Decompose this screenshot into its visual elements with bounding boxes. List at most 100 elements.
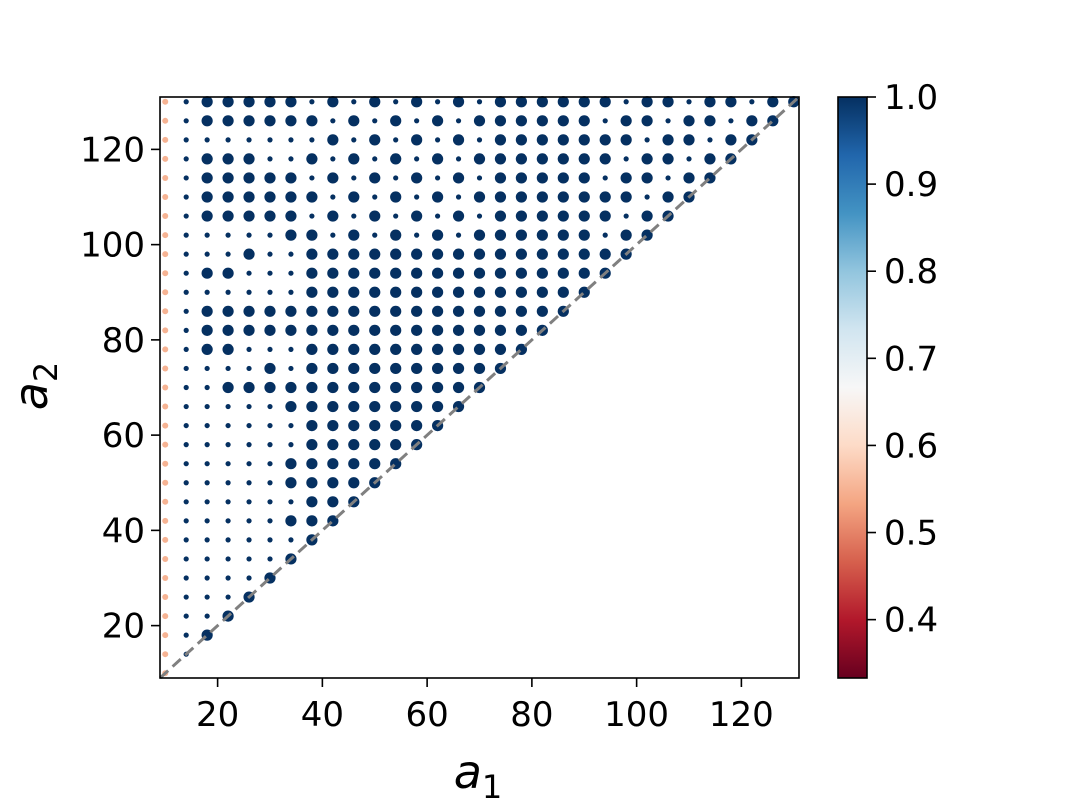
scatter-point	[578, 229, 590, 241]
scatter-point	[183, 422, 189, 429]
scatter-point	[348, 115, 360, 127]
x-tick-label: 120	[709, 695, 774, 735]
scatter-point	[201, 191, 213, 203]
scatter-point	[330, 194, 336, 200]
scatter-point	[204, 251, 210, 257]
scatter-point	[267, 270, 273, 276]
scatter-point	[246, 461, 252, 467]
scatter-point	[746, 115, 758, 127]
colorbar-tick-label: 0.7	[884, 339, 938, 379]
scatter-point	[264, 96, 276, 108]
scatter-point	[204, 384, 210, 391]
scatter-point	[431, 191, 444, 203]
scatter-point	[452, 305, 465, 317]
scatter-point	[494, 96, 507, 108]
scatter-point	[306, 191, 318, 203]
scatter-point	[201, 305, 213, 317]
scatter-point	[431, 115, 444, 127]
scatter-point	[267, 232, 273, 238]
scatter-point	[602, 118, 608, 124]
scatter-point	[183, 537, 189, 543]
x-axis-label: a1	[454, 745, 503, 799]
scatter-point	[434, 137, 441, 143]
scatter-point	[162, 594, 169, 601]
scatter-point	[390, 248, 402, 260]
scatter-point	[327, 267, 339, 279]
scatter-point	[183, 442, 189, 448]
scatter-point	[327, 305, 339, 317]
scatter-point	[285, 400, 297, 413]
scatter-point	[201, 343, 213, 356]
y-tick-label: 80	[102, 321, 145, 361]
scatter-point	[578, 248, 590, 260]
scatter-point	[431, 305, 444, 317]
scatter-point	[264, 305, 276, 317]
scatter-point	[704, 153, 716, 165]
scatter-point	[414, 194, 420, 200]
scatter-point	[327, 248, 339, 260]
scatter-point	[369, 172, 381, 184]
scatter-point	[515, 96, 528, 108]
scatter-point	[285, 96, 297, 108]
scatter-point	[455, 118, 462, 124]
x-axis-label-subscript: 1	[482, 768, 502, 799]
scatter-point	[348, 191, 360, 203]
x-tick-label: 60	[405, 695, 448, 735]
scatter-point	[285, 381, 297, 394]
scatter-point	[243, 96, 255, 108]
scatter-point	[578, 210, 590, 222]
scatter-point	[452, 343, 465, 356]
scatter-point	[372, 194, 378, 200]
scatter-point	[494, 172, 507, 184]
scatter-point	[306, 324, 318, 336]
scatter-point	[473, 267, 486, 279]
scatter-point	[536, 115, 548, 127]
scatter-point	[162, 365, 169, 372]
scatter-point	[683, 115, 695, 127]
scatter-point	[431, 362, 444, 375]
scatter-point	[288, 346, 294, 353]
scatter-point	[306, 419, 318, 432]
scatter-point	[431, 343, 444, 356]
scatter-point	[431, 267, 444, 279]
scatter-point	[267, 556, 273, 562]
scatter-point	[662, 96, 674, 108]
scatter-point	[473, 191, 486, 203]
scatter-point	[620, 115, 632, 127]
scatter-point	[243, 153, 255, 165]
scatter-point	[306, 439, 318, 451]
diagonal-reference-line	[158, 95, 801, 680]
scatter-point	[246, 575, 252, 581]
scatter-point	[183, 632, 189, 638]
scatter-point	[434, 175, 441, 181]
scatter-point	[578, 96, 590, 108]
scatter-point	[162, 117, 169, 124]
scatter-point	[267, 346, 273, 353]
scatter-point	[288, 422, 294, 429]
scatter-point	[686, 99, 692, 105]
scatter-point	[285, 515, 297, 527]
scatter-point	[222, 96, 234, 108]
scatter-point	[246, 232, 252, 238]
scatter-point	[183, 194, 189, 200]
scatter-point	[431, 286, 444, 298]
scatter-point	[183, 594, 189, 600]
scatter-point	[183, 270, 189, 276]
scatter-point	[452, 96, 465, 108]
scatter-point	[204, 461, 210, 467]
scatter-point	[390, 439, 402, 451]
scatter-point	[494, 153, 507, 165]
scatter-point	[390, 324, 402, 336]
scatter-point	[201, 267, 213, 279]
scatter-point	[285, 210, 297, 222]
scatter-point	[536, 191, 548, 203]
scatter-point	[162, 613, 169, 620]
scatter-point	[162, 574, 169, 581]
scatter-point	[348, 153, 360, 165]
scatter-point	[264, 191, 276, 203]
scatter-point	[327, 496, 339, 508]
scatter-point	[369, 96, 381, 108]
scatter-point	[225, 365, 231, 372]
scatter-point	[327, 286, 339, 298]
scatter-point	[327, 419, 339, 432]
